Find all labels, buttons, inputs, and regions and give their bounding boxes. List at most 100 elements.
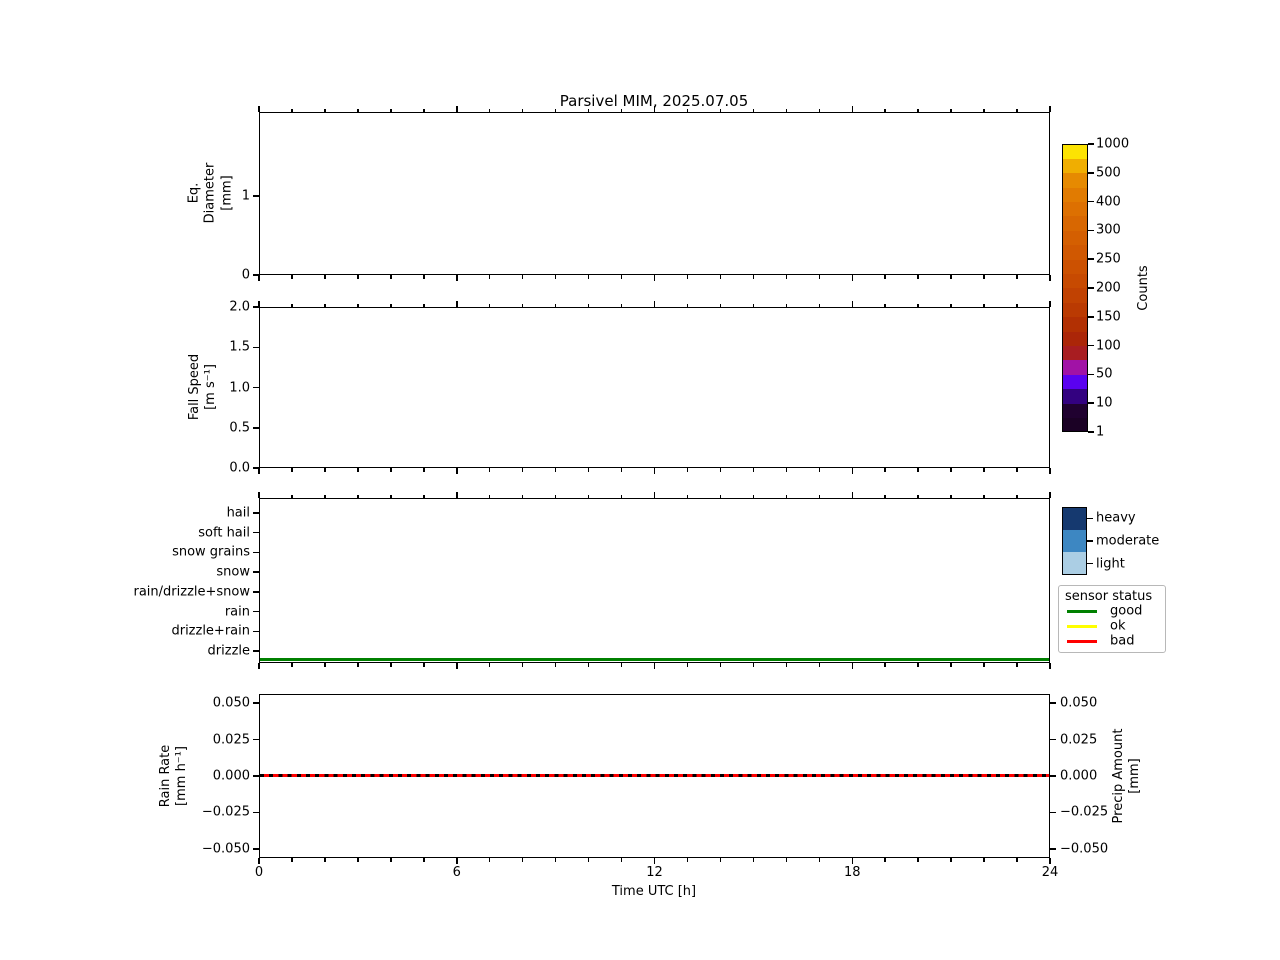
x-tick-top [884,494,886,498]
legend-line-swatch [1067,624,1097,628]
colorbar-tick-label: 250 [1096,251,1121,267]
colorbar-tick [1088,200,1094,203]
x-tick-top [390,108,392,112]
y-tick [253,848,259,850]
x-tick-top [785,303,788,307]
x-tick [884,663,886,667]
x-tick-top [324,303,326,307]
x-tick [456,663,458,669]
x-tick [258,468,260,474]
y2-tick-label: 0.000 [1060,768,1098,784]
x-tick [258,275,260,281]
colorbar-tick [1088,373,1094,376]
x-tick [554,468,557,472]
x-tick-top [719,303,722,307]
x-tick [324,663,326,667]
y-tick-label: 2.0 [229,299,250,315]
x-tick [686,468,689,472]
colorbar-band [1062,388,1088,404]
colorbar-band [1062,417,1088,433]
x-tick [950,468,952,472]
colorbar-band [1062,259,1088,275]
x-tick [983,663,985,667]
colorbar-band [1062,187,1088,203]
x-tick-top [456,106,458,112]
x-tick [950,275,952,279]
x-tick-top [620,303,623,307]
x-tick [423,275,425,279]
x-tick [488,468,491,472]
x-tick-top [324,108,326,112]
category-label: soft hail [198,525,250,541]
precip-amount-zero-dashed-line [260,774,1049,777]
colorbar-label: Counts [1135,265,1151,311]
xaxis-label: Time UTC [h] [611,884,697,899]
x-tick [324,275,326,279]
y-tick [253,702,259,704]
x-tick-top [1049,301,1051,307]
y2-tick [1050,775,1056,777]
x-tick-top [752,303,755,307]
x-tick [521,468,524,472]
ylabel-eq-diameter: Eq. Diameter [mm] [186,162,235,224]
intensity-tick [1087,540,1093,542]
intensity-legend-border [1062,507,1087,575]
x-tick-top [719,494,722,498]
category-label: hail [226,505,250,521]
category-tick [253,591,259,593]
x-tick [1016,858,1018,862]
x-tick [851,663,853,669]
panel-eq-diameter [259,112,1050,275]
x-tick [291,275,293,279]
y2-tick [1050,738,1056,741]
x-tick [851,468,853,474]
x-tick-top [917,494,919,498]
y-tick [253,738,259,741]
y2-tick-label: −0.050 [1060,841,1109,857]
x-tick-top [423,108,425,112]
x-tick-top [785,108,788,112]
sensor-status-good-line [260,658,1049,661]
colorbar-band [1062,216,1088,231]
x-tick [456,468,458,474]
y-tick-label: −0.050 [201,841,250,857]
x-tick-top [587,108,590,112]
y-tick [253,467,259,469]
y-tick [253,386,259,389]
x-tick [390,468,392,472]
x-tick [686,275,689,279]
colorbar-tick [1088,258,1094,260]
x-tick [587,858,590,862]
x-tick-top [521,494,524,498]
x-tick [423,663,425,667]
x-tick-top [950,494,952,498]
category-tick [253,610,259,613]
y2-tick-label: −0.025 [1060,804,1109,820]
x-tick [258,858,260,864]
x-tick-top [423,303,425,307]
intensity-legend [1062,507,1087,576]
colorbar-band [1062,158,1088,174]
x-tick-top [752,108,755,112]
x-tick-top [983,494,985,498]
x-tick [752,663,755,667]
intensity-tick [1087,562,1093,565]
colorbar-band [1062,244,1088,260]
y-tick [253,346,259,348]
x-tick [719,663,722,667]
x-tick-top [1049,492,1051,498]
colorbar-band [1062,144,1088,159]
y-tick-label: 1.5 [229,339,250,355]
x-tick [653,275,656,281]
x-tick [390,663,392,667]
x-tick [357,663,359,667]
colorbar-band [1062,172,1088,188]
x-tick-top [653,492,656,498]
colorbar-tick-label: 150 [1096,309,1121,325]
x-tick [983,468,985,472]
x-tick [719,275,722,279]
x-tick [785,468,788,472]
x-tick-top [719,108,722,112]
x-tick [653,858,656,864]
x-tick-top [851,492,853,498]
